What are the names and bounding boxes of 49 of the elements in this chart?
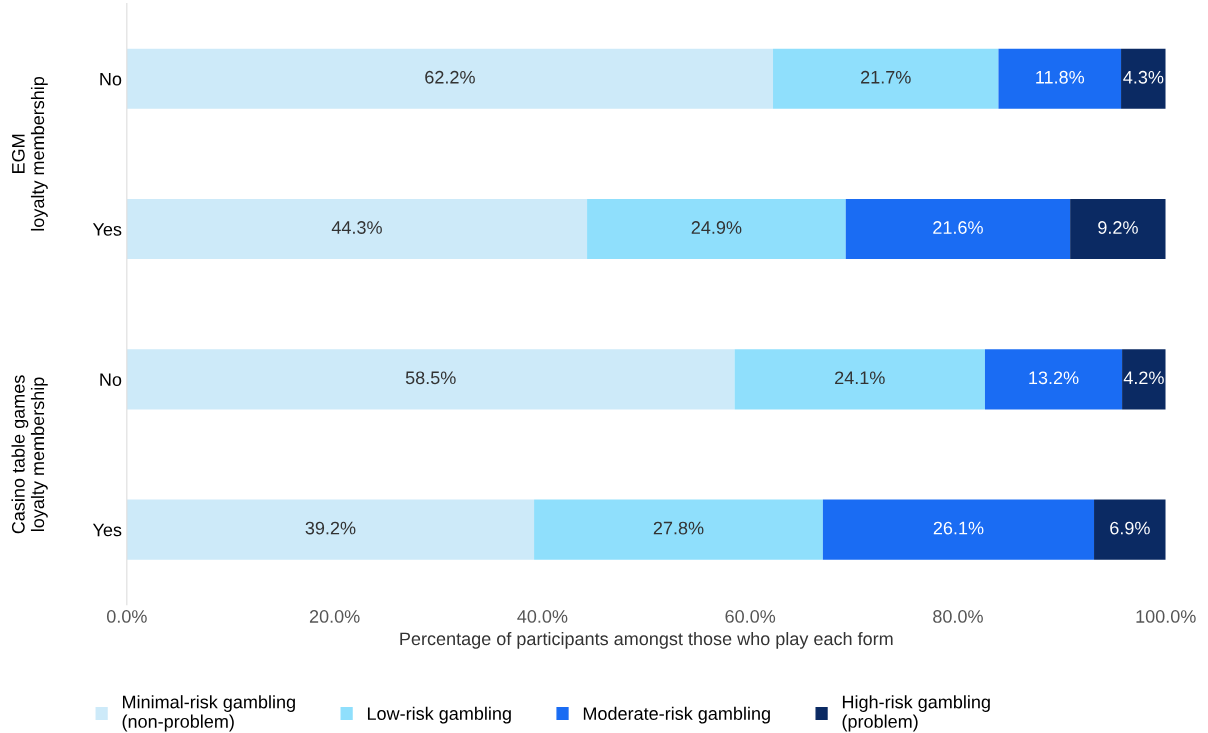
x-tick-label: 40.0% xyxy=(517,610,568,623)
data-label: 44.3% xyxy=(331,221,382,234)
y-tick-label: No xyxy=(100,373,122,387)
y-tick-label: Yes xyxy=(92,223,122,236)
data-label: 21.7% xyxy=(861,70,911,84)
bar xyxy=(126,349,735,410)
data-label: 11.8% xyxy=(1036,70,1085,84)
bar xyxy=(1070,199,1166,260)
x-axis-title: Percentage of participants amongst those who play each form xyxy=(400,631,893,649)
bar xyxy=(1121,48,1166,109)
x-tick-label: 60.0% xyxy=(725,610,776,623)
bar xyxy=(734,349,985,410)
bar xyxy=(126,199,588,260)
data-label: 4.3% xyxy=(1123,70,1164,84)
legend-label: Low-risk gambling xyxy=(367,706,511,724)
y-tick-label: Yes xyxy=(92,523,122,537)
legend-label: High-risk gambling (problem) xyxy=(842,695,990,732)
bar xyxy=(534,499,823,560)
bar xyxy=(126,499,535,560)
text: EGM loyalty membership xyxy=(11,76,48,231)
data-label: 4.2% xyxy=(1123,371,1164,385)
bar xyxy=(126,48,774,109)
y-tick-label: No xyxy=(100,72,122,86)
data-label: 9.2% xyxy=(1098,221,1138,234)
data-label: 26.1% xyxy=(933,521,984,535)
data-label: 24.9% xyxy=(691,221,742,234)
bar xyxy=(773,48,999,109)
bar xyxy=(1122,349,1166,410)
x-tick-label: 0.0% xyxy=(106,610,147,623)
x-tick-label: 20.0% xyxy=(309,610,360,623)
data-label: 58.5% xyxy=(405,371,456,385)
data-label: 27.8% xyxy=(653,521,704,535)
bar xyxy=(587,199,846,260)
data-label: 21.6% xyxy=(933,221,983,234)
data-label: 39.2% xyxy=(305,521,356,535)
text: Casino table games loyalty membership xyxy=(11,375,48,534)
x-tick-label: 80.0% xyxy=(933,610,983,623)
bar xyxy=(998,48,1122,109)
data-label: 24.1% xyxy=(835,371,885,385)
legend-label: Minimal-risk gambling (non-problem) xyxy=(122,695,295,732)
data-label: 13.2% xyxy=(1029,371,1079,385)
bar xyxy=(845,199,1071,260)
legend-label: Moderate-risk gambling xyxy=(583,706,770,724)
x-tick-label: 100.0% xyxy=(1136,610,1196,623)
bar xyxy=(1094,499,1166,560)
data-label: 62.2% xyxy=(425,70,475,84)
bar xyxy=(822,499,1095,560)
bar xyxy=(984,349,1123,410)
data-label: 6.9% xyxy=(1110,521,1150,535)
